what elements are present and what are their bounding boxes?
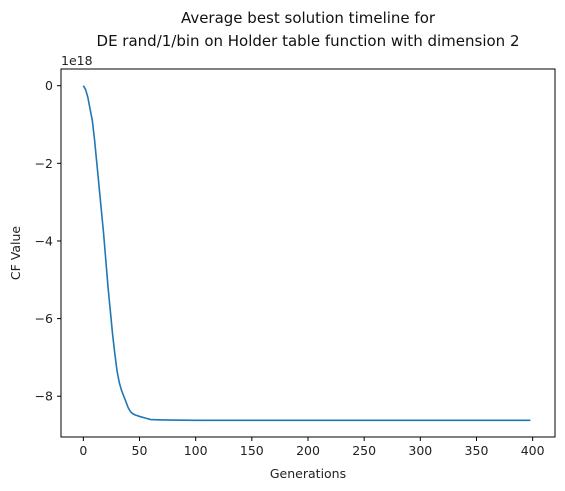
chart-title-line-2: DE rand/1/bin on Holder table function w…	[97, 32, 520, 50]
x-tick-label: 150	[240, 443, 264, 458]
chart-title-line-1: Average best solution timeline for	[181, 9, 436, 27]
y-tick-label: 0	[45, 78, 53, 93]
x-tick-label: 0	[79, 443, 87, 458]
x-tick-label: 200	[296, 443, 320, 458]
plot-frame	[60, 68, 556, 438]
x-tick-label: 300	[408, 443, 432, 458]
x-tick-label: 100	[184, 443, 208, 458]
y-axis: 0 −2 −4 −6 −8	[35, 78, 61, 404]
plot-area	[60, 68, 556, 438]
x-tick-label: 350	[465, 443, 489, 458]
y-tick-label: −4	[35, 233, 53, 248]
x-tick-label: 50	[132, 443, 148, 458]
y-tick-label: −6	[35, 311, 53, 326]
series-line	[82, 85, 531, 422]
chart-title: Average best solution timeline for DE ra…	[97, 9, 520, 50]
y-tick-label: −2	[35, 156, 53, 171]
x-tick-label: 250	[352, 443, 376, 458]
y-offset-label: 1e18	[61, 53, 93, 68]
x-axis-label: Generations	[270, 466, 346, 481]
x-tick-label: 400	[521, 443, 545, 458]
x-axis: 0 50 100 150 200 250 300 350 400	[79, 437, 545, 458]
y-tick-label: −8	[35, 389, 53, 404]
y-axis-label: CF Value	[8, 226, 23, 281]
